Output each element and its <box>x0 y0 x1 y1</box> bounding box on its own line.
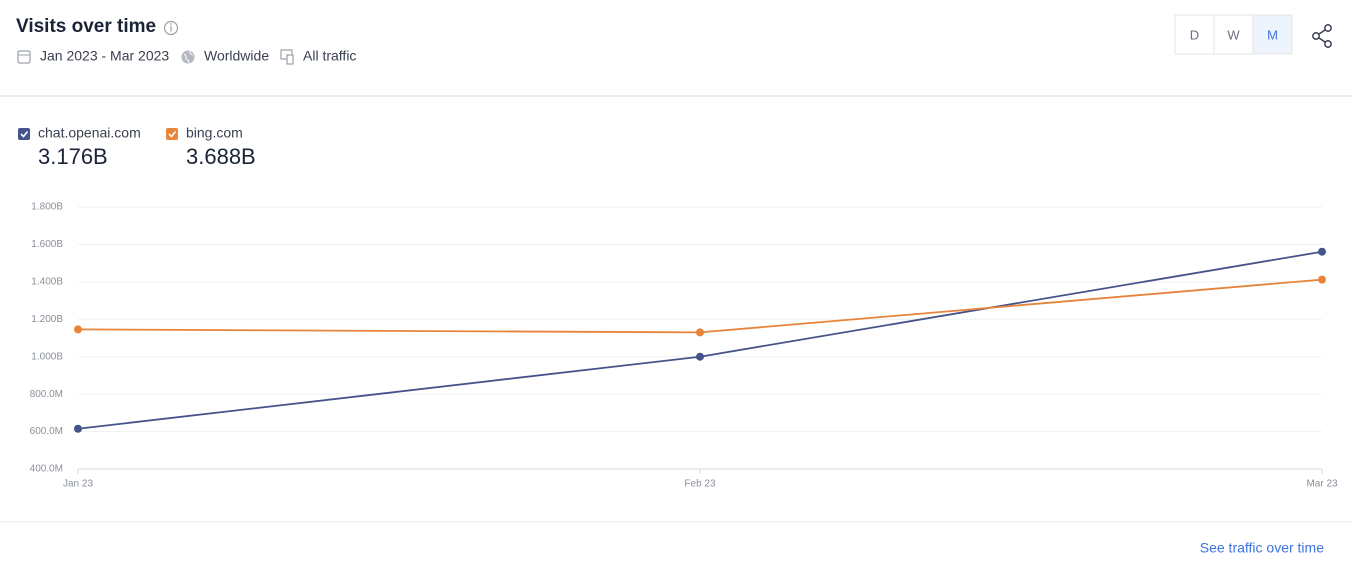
data-point <box>696 352 704 361</box>
toggle-label[interactable]: W <box>1227 27 1240 42</box>
x-tick-label: Mar 23 <box>1306 479 1338 490</box>
y-tick-label: 1.600B <box>31 239 63 250</box>
toggle-button[interactable] <box>1252 14 1293 55</box>
data-point <box>1318 275 1326 284</box>
legend-check <box>20 131 29 138</box>
y-tick-label: 1.000B <box>31 351 63 362</box>
x-tick-label: Jan 23 <box>63 479 93 490</box>
globe-icon <box>181 50 195 64</box>
data-point <box>696 328 704 337</box>
footer-link[interactable]: See traffic over time <box>1200 540 1324 556</box>
data-point <box>74 325 82 334</box>
series-line <box>77 278 1323 334</box>
legend-total: 3.176B <box>38 144 108 169</box>
y-tick-label: 800.0M <box>30 389 63 400</box>
series-line <box>77 250 1323 430</box>
legend-checkbox[interactable] <box>166 128 178 140</box>
legend-name: bing.com <box>186 125 243 141</box>
legend-name: chat.openai.com <box>38 125 141 141</box>
x-tick-label: Feb 23 <box>684 479 716 490</box>
y-tick-label: 1.800B <box>31 202 63 213</box>
y-tick-label: 1.400B <box>31 276 63 287</box>
device-icon <box>280 49 294 65</box>
y-tick-label: 600.0M <box>30 426 63 437</box>
data-point <box>74 424 82 433</box>
title: Visits over time <box>16 16 156 37</box>
legend-total: 3.688B <box>186 144 256 169</box>
toggle-label[interactable]: M <box>1267 27 1278 42</box>
legend-check <box>168 131 177 138</box>
traffic: All traffic <box>303 48 356 64</box>
region: Worldwide <box>204 48 269 64</box>
calendar-icon <box>17 50 31 64</box>
data-point <box>1318 247 1326 256</box>
toggle-button[interactable] <box>1174 14 1215 55</box>
info-icon[interactable] <box>163 20 179 36</box>
y-tick-label: 1.200B <box>31 314 63 325</box>
share-icon[interactable] <box>1312 24 1332 48</box>
y-tick-label: 400.0M <box>30 464 63 475</box>
toggle-label[interactable]: D <box>1190 27 1199 42</box>
date-range: Jan 2023 - Mar 2023 <box>40 48 169 64</box>
legend-checkbox[interactable] <box>18 128 30 140</box>
